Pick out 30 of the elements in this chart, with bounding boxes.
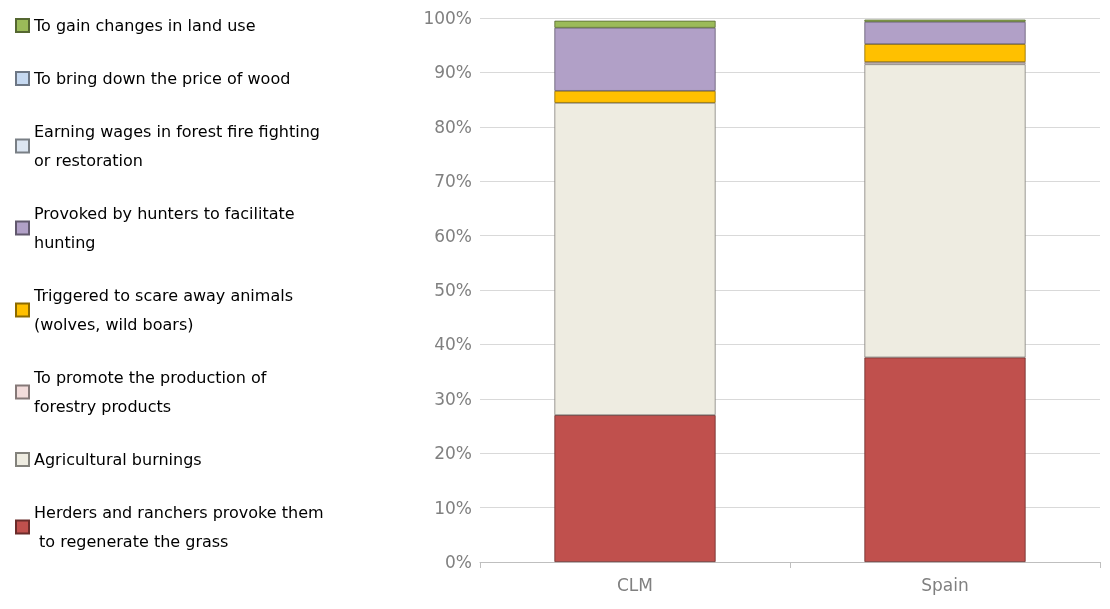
- y-tick-label: 50%: [434, 280, 472, 300]
- bar: [554, 20, 716, 28]
- y-tick-label: 100%: [423, 8, 472, 28]
- legend-label: Earning wages in forest fire fighting or restoration: [34, 122, 326, 170]
- x-tick-label: CLM: [616, 574, 654, 595]
- bar: [554, 27, 716, 91]
- y-tick-label: 80%: [434, 116, 472, 137]
- bar: [864, 44, 1026, 63]
- bar: [554, 415, 716, 562]
- bar: [864, 21, 1026, 45]
- y-tick-label: 90%: [434, 62, 472, 83]
- legend-label: Provoked by hunters to facilitate hunting: [34, 204, 300, 252]
- bar: [554, 90, 716, 103]
- y-tick-label: 20%: [434, 443, 472, 464]
- y-tick-label: 60%: [434, 225, 472, 246]
- y-tick-label: 40%: [434, 334, 472, 355]
- bar: [864, 64, 1026, 358]
- y-tick-label: 70%: [434, 171, 472, 192]
- legend-label: Triggered to scare away animals (wolves, wild boars): [33, 286, 299, 334]
- bar: [554, 102, 716, 416]
- legend-label: Agricultural burnings: [34, 450, 202, 469]
- x-tick-label: Spain: [921, 574, 969, 595]
- legend-label: To gain changes in land use: [33, 16, 256, 35]
- legend-label: To promote the production of forestry products: [33, 368, 272, 416]
- y-tick-label: 10%: [434, 497, 472, 518]
- bar: [864, 357, 1026, 562]
- legend-label: To bring down the price of wood: [33, 69, 291, 88]
- legend-label: Herders and ranchers provoke them to regenerate the grass: [34, 503, 324, 551]
- y-tick-label: 30%: [434, 388, 472, 409]
- y-tick-label: 0%: [445, 552, 472, 572]
